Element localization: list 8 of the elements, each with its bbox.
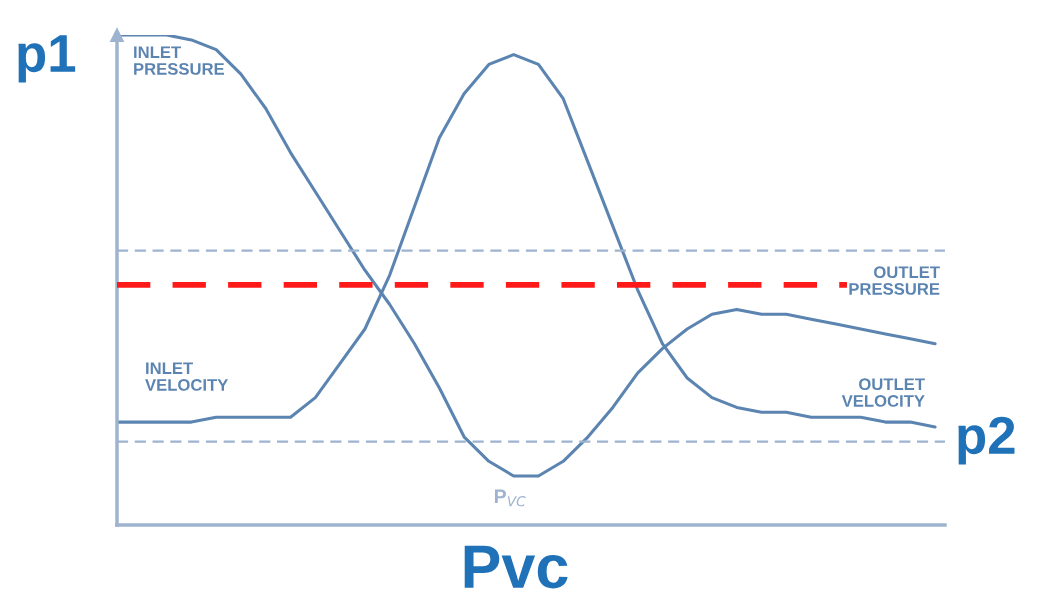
x-axis-title: Pvc <box>464 545 568 589</box>
annotation: INLET PRESSURE <box>134 46 225 75</box>
annotation: P$_{VC}$ <box>494 489 526 507</box>
annotation: OUTLET VELOCITY <box>841 378 925 407</box>
annotation: OUTLET PRESSURE <box>849 266 940 295</box>
text: p1 <box>18 35 76 83</box>
annotation: INLET VELOCITY <box>145 362 229 391</box>
text: p2 <box>958 416 1015 465</box>
